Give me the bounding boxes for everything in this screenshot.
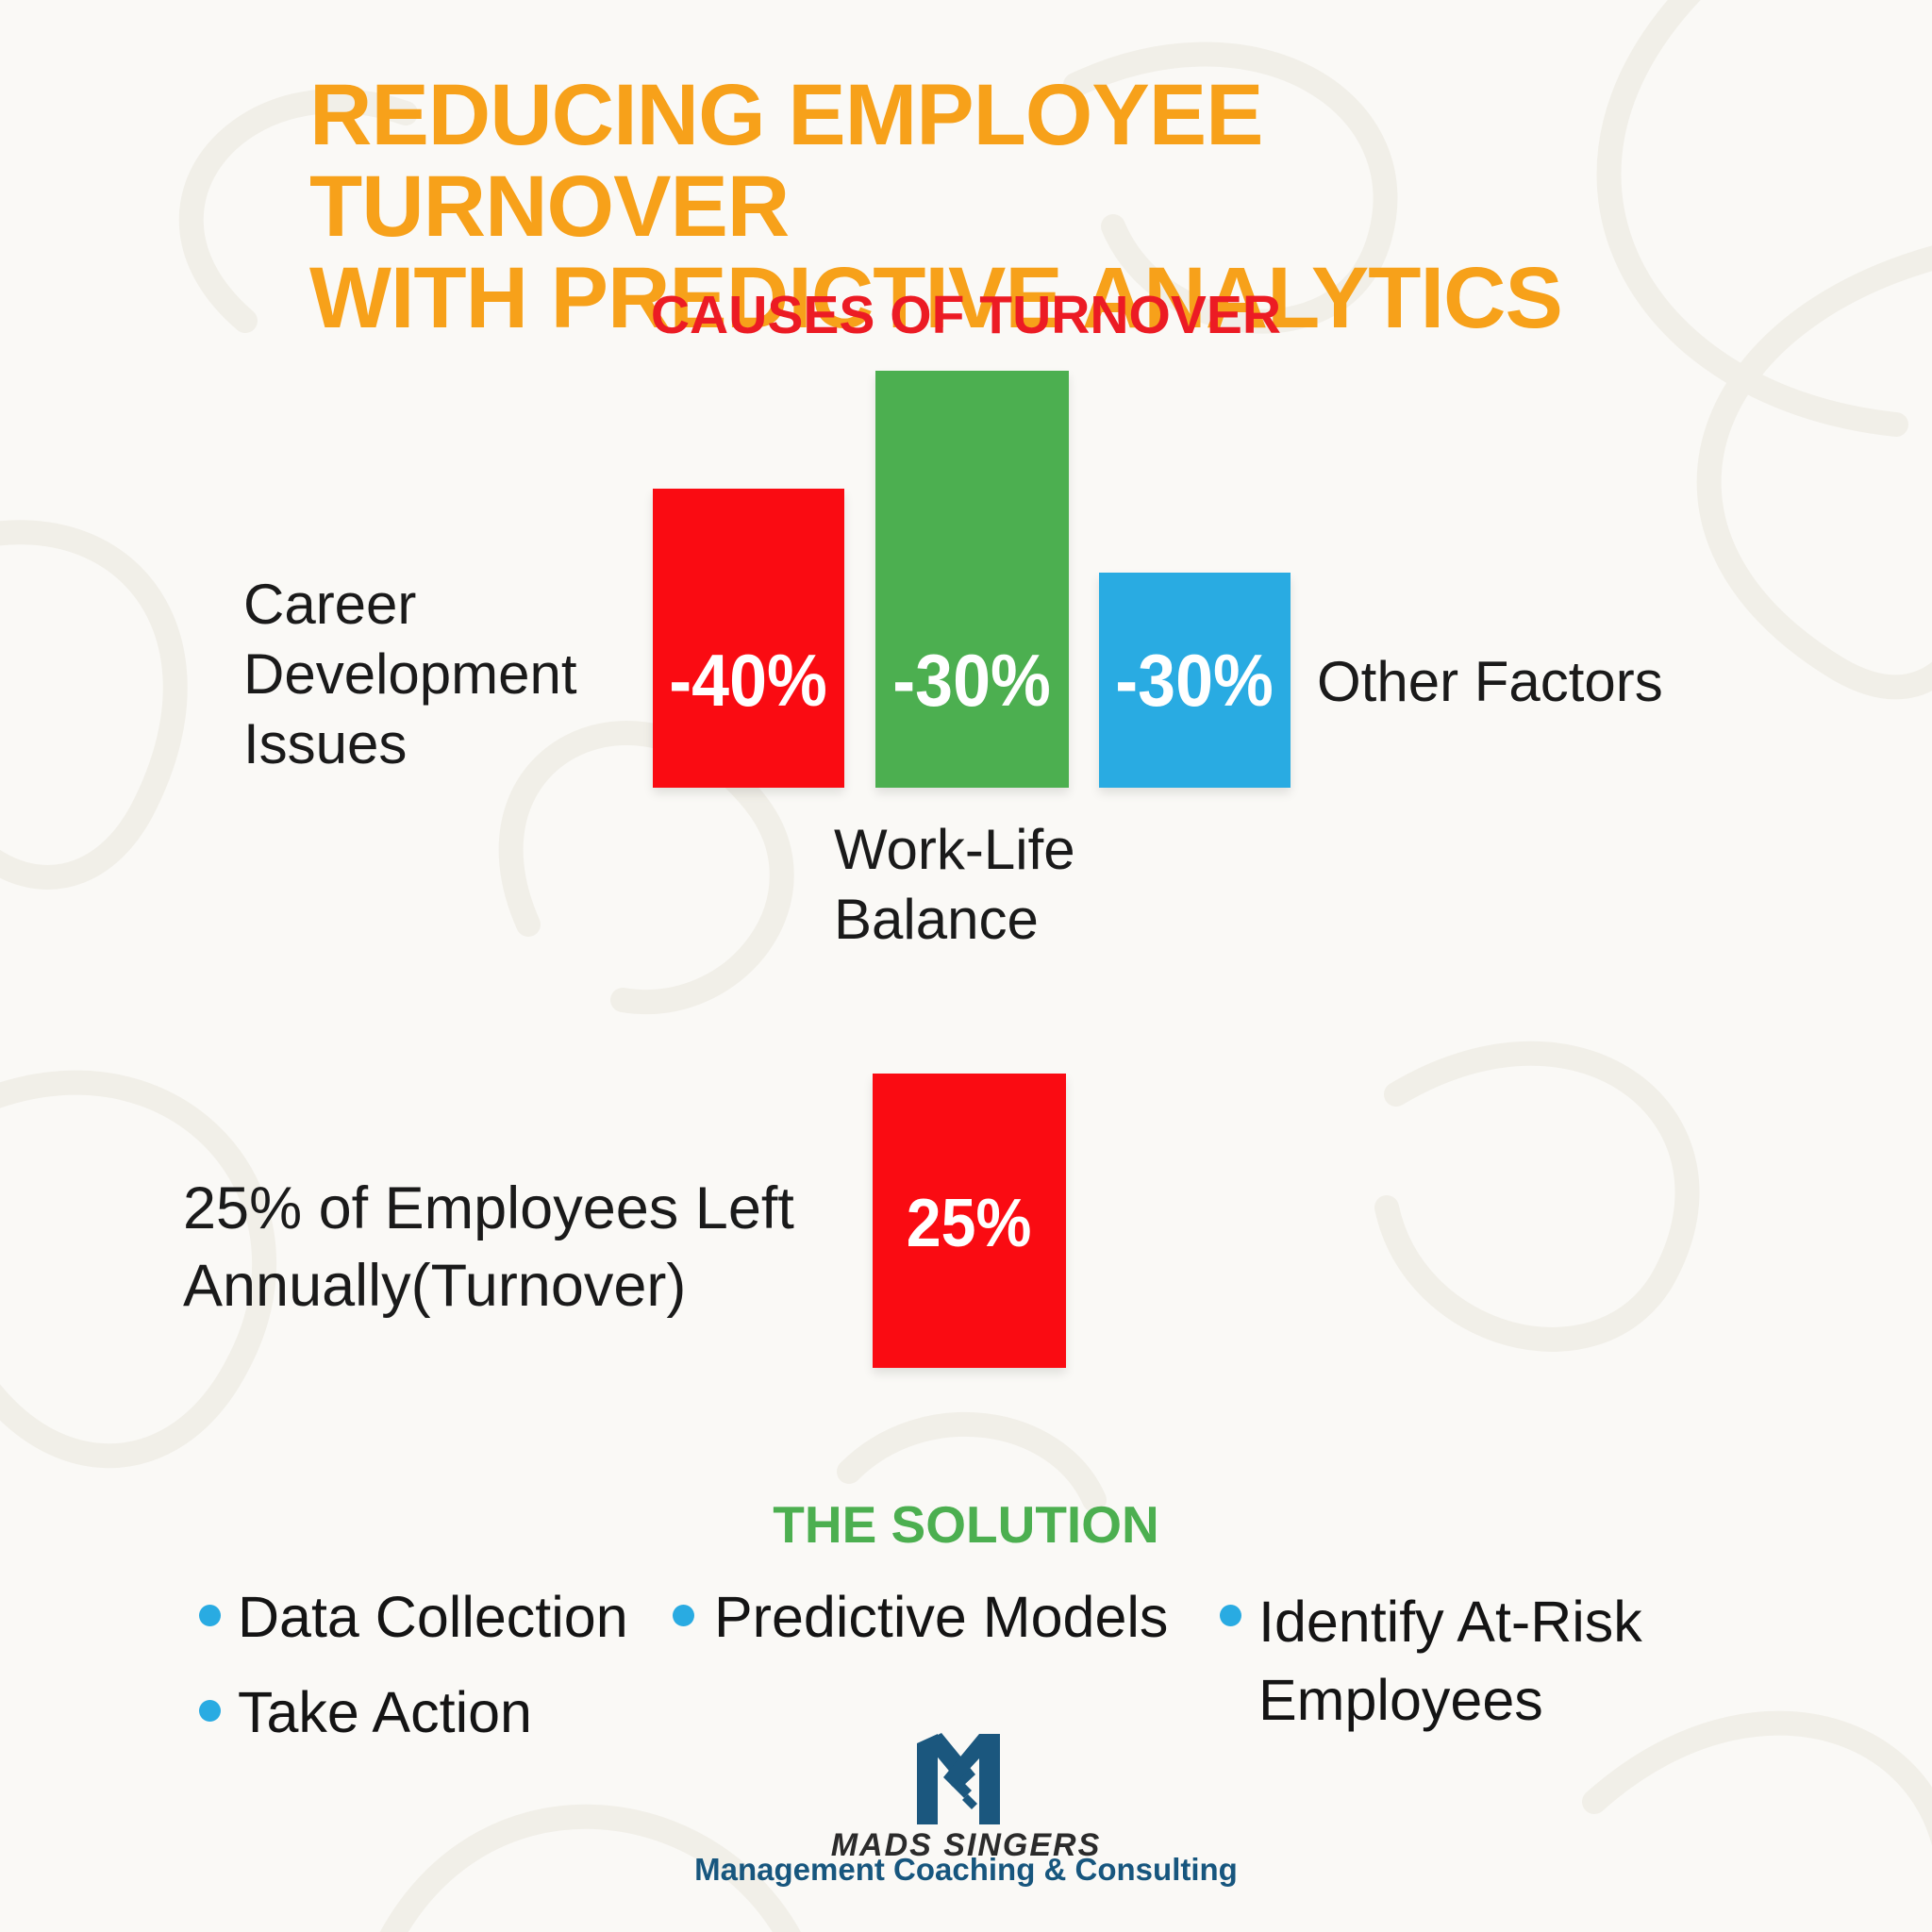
bullet-dot-icon	[199, 1700, 221, 1722]
brand-tagline: Management Coaching & Consulting	[694, 1852, 1238, 1887]
bar-value-annual-turnover: 25%	[873, 1185, 1066, 1262]
bar-value-work-life-balance: -30%	[875, 638, 1069, 724]
page-title-line1: REDUCING EMPLOYEE TURNOVER	[309, 67, 1263, 255]
solution-item-predictive-models: Predictive Models	[714, 1585, 1169, 1649]
category-label-career-development: Career Development Issues	[243, 573, 577, 775]
bullet-dot-icon	[1220, 1605, 1241, 1626]
causes-heading: CAUSES OF TURNOVER	[650, 285, 1282, 345]
annual-turnover-label: 25% of Employees Left Annually(Turnover)	[183, 1175, 794, 1319]
category-label-work-life-balance: Work-Life Balance	[834, 818, 1075, 951]
bar-value-text: -40%	[669, 639, 828, 722]
solution-item-identify-at-risk: Identify At-Risk Employees	[1258, 1590, 1642, 1732]
bar-value-text: -30%	[1115, 639, 1274, 722]
bar-value-career-development: -40%	[653, 638, 844, 724]
bullet-dot-icon	[673, 1605, 694, 1626]
solution-item-data-collection: Data Collection	[238, 1585, 628, 1649]
solution-item-take-action: Take Action	[238, 1680, 532, 1744]
solution-heading: THE SOLUTION	[773, 1495, 1159, 1554]
bar-annual-turnover	[873, 1074, 1066, 1368]
bar-value-other-factors: -30%	[1099, 638, 1291, 724]
brand-name: MADS SINGERS	[830, 1827, 1102, 1863]
category-label-other-factors: Other Factors	[1317, 650, 1663, 713]
bar-other-factors	[1099, 573, 1291, 788]
bar-work-life-balance	[875, 371, 1069, 788]
bar-value-text: -30%	[892, 639, 1052, 722]
bullet-dot-icon	[199, 1605, 221, 1626]
mads-singers-logo-icon	[917, 1733, 1000, 1824]
bar-value-text: 25%	[907, 1186, 1032, 1261]
